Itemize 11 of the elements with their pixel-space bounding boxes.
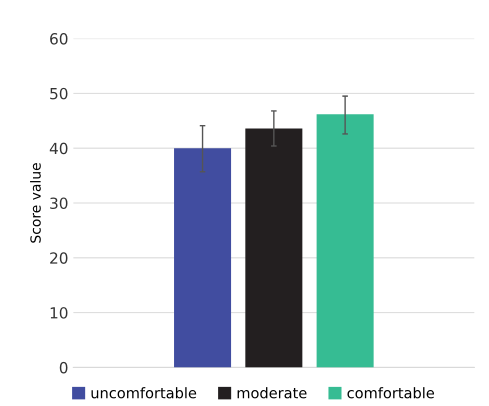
legend-label: uncomfortable: [92, 387, 196, 398]
y-tick-label: 0: [60, 362, 68, 374]
legend-label: moderate: [238, 387, 306, 398]
y-tick-label: 20: [50, 252, 68, 264]
y-tick-label: 40: [50, 142, 68, 154]
y-tick-label: 10: [50, 307, 68, 319]
y-tick-label: 50: [50, 88, 68, 100]
y-tick-label: 30: [50, 197, 68, 210]
y-axis-title: Score value: [30, 163, 41, 243]
y-tick-label: 60: [50, 33, 68, 45]
legend-label: comfortable: [347, 387, 434, 398]
